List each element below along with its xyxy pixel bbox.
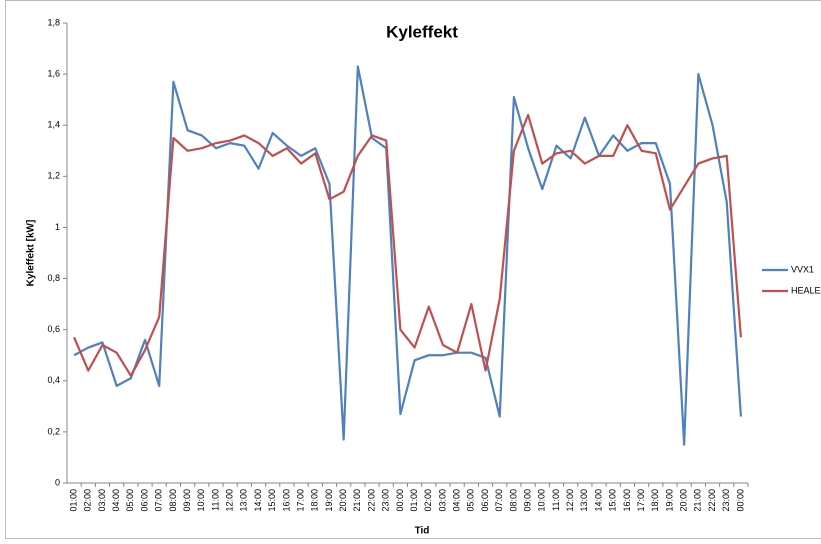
x-axis-title: Tid [415, 526, 430, 537]
x-tick-label: 08:00 [168, 489, 178, 512]
x-tick-label: 12:00 [225, 489, 235, 512]
y-tick-label: 0,2 [47, 426, 60, 436]
x-tick-label: 01:00 [68, 489, 78, 512]
x-tick-label: 04:00 [111, 489, 121, 512]
x-tick-label: 05:00 [125, 489, 135, 512]
series-line [73, 65, 743, 446]
x-tick-label: 13:00 [579, 489, 589, 512]
x-tick-label: 06:00 [480, 489, 490, 512]
y-tick-label: 1,8 [47, 17, 60, 27]
x-tick-label: 22:00 [707, 489, 717, 512]
x-tick-label: 20:00 [338, 489, 348, 512]
x-tick-label: 16:00 [281, 489, 291, 512]
x-tick-label: 05:00 [466, 489, 476, 512]
x-tick-label: 12:00 [565, 489, 575, 512]
x-tick-label: 13:00 [239, 489, 249, 512]
x-tick-label: 03:00 [97, 489, 107, 512]
y-tick-label: 0,8 [47, 273, 60, 283]
y-tick-label: 1 [55, 222, 60, 232]
legend-label: HEALEX [791, 285, 821, 295]
x-tick-label: 07:00 [494, 489, 504, 512]
x-tick-label: 02:00 [83, 489, 93, 512]
series-line [73, 113, 743, 377]
x-tick-label: 14:00 [593, 489, 603, 512]
x-tick-label: 11:00 [210, 489, 220, 511]
x-tick-label: 07:00 [154, 489, 164, 512]
x-tick-label: 03:00 [437, 489, 447, 512]
x-tick-label: 02:00 [423, 489, 433, 512]
x-tick-label: 00:00 [395, 489, 405, 512]
x-tick-label: 17:00 [295, 489, 305, 512]
x-tick-label: 08:00 [508, 489, 518, 512]
x-tick-label: 23:00 [381, 489, 391, 512]
y-tick-label: 0,4 [47, 375, 60, 385]
x-tick-label: 04:00 [452, 489, 462, 512]
x-tick-label: 21:00 [693, 489, 703, 512]
x-tick-label: 14:00 [253, 489, 263, 512]
x-tick-label: 09:00 [182, 489, 192, 512]
x-tick-label: 19:00 [324, 489, 334, 512]
x-tick-label: 18:00 [650, 489, 660, 512]
x-tick-label: 01:00 [409, 489, 419, 512]
x-tick-label: 09:00 [522, 489, 532, 512]
y-tick-label: 1,4 [47, 120, 60, 130]
x-tick-label: 10:00 [537, 489, 547, 512]
x-tick-label: 10:00 [196, 489, 206, 512]
y-tick-label: 1,6 [47, 68, 60, 78]
x-tick-label: 20:00 [679, 489, 689, 512]
x-tick-label: 00:00 [735, 489, 745, 512]
x-tick-label: 18:00 [310, 489, 320, 512]
y-tick-label: 0,6 [47, 324, 60, 334]
x-tick-label: 21:00 [352, 489, 362, 512]
x-tick-label: 15:00 [267, 489, 277, 512]
y-axis-title: Kyleffekt [kW] [26, 220, 37, 287]
x-tick-label: 15:00 [608, 489, 618, 512]
chart-title: Kyleffekt [386, 22, 458, 41]
x-tick-label: 23:00 [721, 489, 731, 512]
x-tick-label: 22:00 [366, 489, 376, 512]
x-tick-label: 17:00 [636, 489, 646, 512]
x-tick-label: 19:00 [664, 489, 674, 512]
chart-border [5, 0, 821, 539]
x-tick-label: 16:00 [622, 489, 632, 512]
legend-label: VVX1 [791, 264, 814, 274]
x-tick-label: 06:00 [139, 489, 149, 512]
y-tick-label: 0 [55, 477, 60, 487]
x-tick-label: 11:00 [551, 489, 561, 511]
y-tick-label: 1,2 [47, 171, 60, 181]
